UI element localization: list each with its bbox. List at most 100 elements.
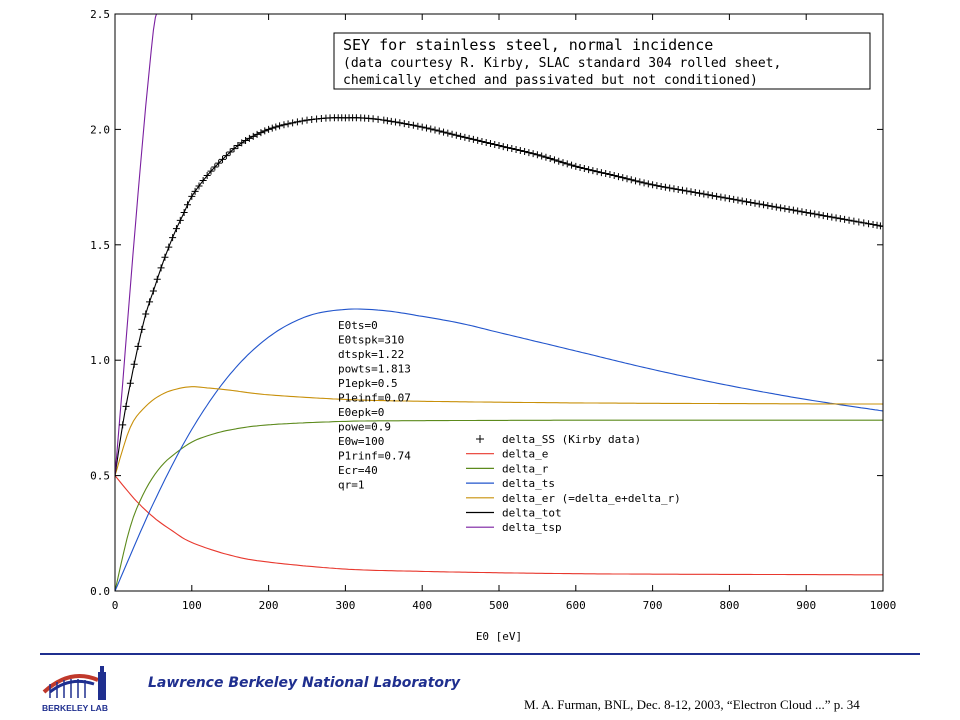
parameter-text: E0ts=0 (338, 319, 378, 332)
footer-divider (40, 653, 920, 655)
data-point-marker (742, 198, 750, 206)
data-point-marker (414, 122, 422, 130)
parameter-text: E0epk=0 (338, 406, 384, 419)
data-point-marker (308, 116, 316, 124)
x-axis-label: E0 [eV] (476, 630, 522, 643)
data-point-marker (627, 176, 635, 184)
parameter-text: powts=1.813 (338, 363, 411, 376)
chart-title-box: SEY for stainless steel, normal incidenc… (333, 32, 871, 90)
data-point-marker (794, 207, 802, 215)
data-point-marker (525, 149, 533, 157)
data-point-marker (704, 191, 712, 199)
data-point-marker (657, 182, 665, 190)
berkeley-lab-logo: BERKELEY LAB (42, 666, 108, 713)
x-tick-label: 0 (112, 599, 119, 612)
data-point-marker (289, 119, 297, 127)
data-point-marker (130, 360, 138, 368)
legend-marker (476, 435, 484, 443)
data-point-marker (122, 402, 130, 410)
data-point-marker (836, 215, 844, 223)
data-point-marker (563, 160, 571, 168)
data-point-marker (226, 148, 234, 156)
legend-label: delta_tsp (502, 521, 562, 534)
parameter-text: Ecr=40 (338, 464, 378, 477)
y-tick-label: 2.5 (90, 8, 110, 21)
legend-label: delta_SS (Kirby data) (502, 433, 641, 446)
data-point-marker (865, 220, 873, 228)
data-point-marker (165, 243, 173, 251)
data-point-marker (683, 187, 691, 195)
x-tick-label: 900 (796, 599, 816, 612)
data-point-marker (474, 136, 482, 144)
curves-layer (115, 14, 883, 591)
data-point-marker (465, 134, 473, 142)
data-point-marker (440, 128, 448, 136)
data-point-marker (725, 195, 733, 203)
data-point-marker (478, 137, 486, 145)
title-box-frame (333, 32, 871, 90)
series-line-delta-e (115, 475, 883, 576)
parameter-text: E0tspk=310 (338, 334, 404, 347)
x-tick-label: 700 (643, 599, 663, 612)
data-point-marker (649, 181, 657, 189)
y-tick-label: 0.0 (90, 585, 110, 598)
data-point-marker (802, 208, 810, 216)
data-point-marker (568, 161, 576, 169)
data-point-marker (593, 168, 601, 176)
data-point-marker (789, 206, 797, 214)
data-point-marker (738, 197, 746, 205)
data-point-marker (482, 138, 490, 146)
data-point-marker (696, 189, 704, 197)
data-point-marker (674, 185, 682, 193)
data-point-marker (869, 221, 877, 229)
data-point-marker (691, 188, 699, 196)
data-point-marker (636, 178, 644, 186)
data-point-marker (555, 157, 563, 165)
legend-label: delta_e (502, 448, 548, 461)
data-point-marker (538, 152, 546, 160)
y-tick-label: 1.0 (90, 354, 110, 367)
ticks-layer: 0 100 200 300 400 500 600 700 800 900 1000 0.0 0.5 1.… (90, 8, 896, 612)
data-point-marker (230, 145, 238, 153)
data-point-marker (157, 264, 165, 272)
chart-title-line-3: chemically etched and passivated but not… (343, 73, 758, 88)
series-line-delta-er (115, 386, 883, 476)
data-point-marker (280, 121, 288, 129)
data-point-marker (180, 208, 188, 216)
data-point-marker (811, 210, 819, 218)
data-point-marker (303, 116, 311, 124)
series-line-delta-r (115, 419, 883, 591)
data-point-marker (760, 201, 768, 209)
legend-label: delta_er (=delta_e+delta_r) (502, 492, 681, 505)
data-point-marker (276, 122, 284, 130)
data-point-marker (195, 182, 203, 190)
data-point-marker (576, 163, 584, 171)
chart-title-line-2: (data courtesy R. Kirby, SLAC standard 3… (343, 56, 781, 71)
data-point-marker (452, 131, 460, 139)
series-line-delta-tot (115, 117, 883, 476)
data-point-marker (734, 196, 742, 204)
data-point-marker (176, 216, 184, 224)
data-point-marker (678, 186, 686, 194)
data-point-marker (161, 253, 169, 261)
data-point-marker (169, 234, 177, 242)
data-point-marker (142, 310, 150, 318)
series-delta-ss (119, 114, 883, 429)
data-point-marker (448, 130, 456, 138)
parameter-text: P1rinf=0.74 (338, 450, 411, 463)
x-tick-label: 100 (182, 599, 202, 612)
data-point-marker (495, 142, 503, 150)
data-point-marker (486, 140, 494, 148)
data-point-marker (516, 147, 524, 155)
parameter-text: E0w=100 (338, 435, 384, 448)
data-point-marker (293, 118, 301, 126)
data-point-marker (546, 155, 554, 163)
data-point-marker (215, 159, 223, 167)
data-point-marker (845, 216, 853, 224)
data-point-marker (559, 159, 567, 167)
data-point-marker (405, 120, 413, 128)
data-point-marker (841, 215, 849, 223)
parameter-list: E0ts=0E0tspk=310dtspk=1.22powts=1.813P1e… (338, 319, 411, 492)
data-point-marker (670, 185, 678, 193)
legend-label: delta_ts (502, 477, 555, 490)
